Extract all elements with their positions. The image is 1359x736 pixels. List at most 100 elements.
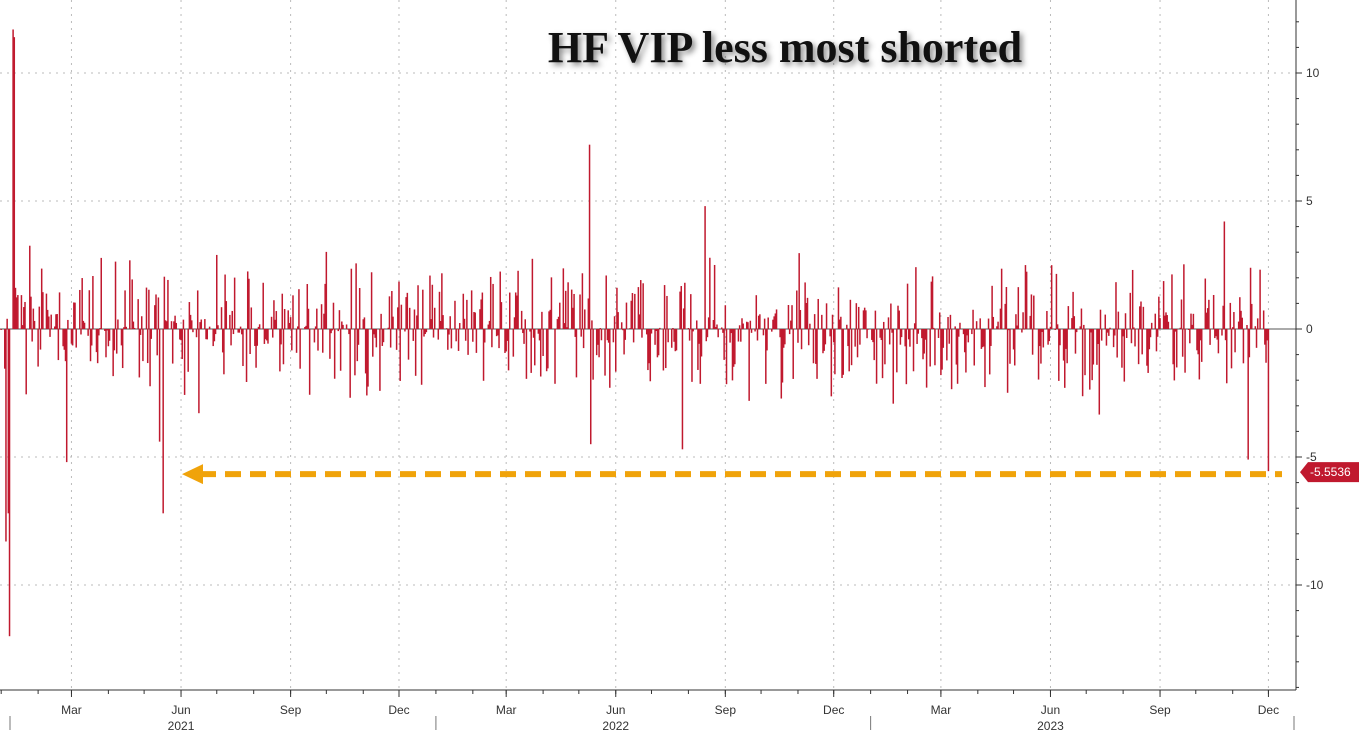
bar xyxy=(1015,314,1017,329)
bar xyxy=(1190,313,1192,329)
bar xyxy=(1199,329,1202,341)
bar xyxy=(1075,329,1078,333)
bar xyxy=(1129,292,1132,329)
bar xyxy=(849,299,852,329)
bar xyxy=(355,263,357,329)
bar xyxy=(257,326,260,329)
bar xyxy=(505,329,507,352)
bar xyxy=(1223,221,1226,329)
bar xyxy=(700,329,703,357)
bar xyxy=(431,284,434,329)
bar xyxy=(579,294,581,329)
bar xyxy=(179,329,181,340)
bar xyxy=(104,329,106,331)
bar xyxy=(687,327,690,329)
bar xyxy=(304,326,306,329)
bar xyxy=(984,329,986,388)
bar xyxy=(372,329,374,357)
bar xyxy=(1140,301,1142,329)
bar xyxy=(507,329,510,371)
bar xyxy=(634,293,636,329)
bar xyxy=(56,314,58,329)
bar xyxy=(841,329,843,379)
bar xyxy=(584,309,586,329)
bar xyxy=(1264,329,1266,345)
bar xyxy=(392,316,394,329)
bar xyxy=(492,283,494,329)
x-tick-label: Mar xyxy=(61,703,82,717)
bar xyxy=(1221,329,1223,336)
bar xyxy=(950,329,953,390)
bar xyxy=(4,329,6,369)
bar xyxy=(406,292,409,329)
bar xyxy=(314,326,317,329)
bar xyxy=(867,329,869,330)
bar xyxy=(866,329,868,339)
bar xyxy=(887,317,890,329)
bar xyxy=(262,282,264,329)
annotation-layer: -5.5536 xyxy=(182,462,1359,485)
bar xyxy=(900,329,903,338)
bar xyxy=(383,328,386,329)
bar xyxy=(1097,329,1099,345)
bar xyxy=(488,320,491,329)
bar xyxy=(1115,282,1117,329)
bar xyxy=(573,293,575,329)
bar xyxy=(879,329,881,338)
bar xyxy=(405,297,407,329)
bar xyxy=(15,297,18,329)
bar xyxy=(517,270,519,329)
bar xyxy=(1258,329,1260,330)
bar xyxy=(291,329,293,351)
bar xyxy=(638,314,641,329)
bar xyxy=(737,329,740,342)
bar xyxy=(550,277,553,329)
bar xyxy=(532,329,535,338)
bar xyxy=(1175,329,1178,368)
bar xyxy=(1062,329,1065,361)
bar xyxy=(921,329,923,339)
bar xyxy=(842,329,844,375)
bar xyxy=(1049,326,1052,329)
bar xyxy=(295,329,298,353)
bar xyxy=(455,329,457,342)
bar xyxy=(497,329,499,336)
bar xyxy=(445,328,448,329)
bar xyxy=(888,329,891,345)
bar xyxy=(825,303,828,329)
bar xyxy=(1158,296,1160,329)
bar xyxy=(482,329,485,381)
bar xyxy=(422,289,424,329)
bar xyxy=(481,292,484,329)
bar xyxy=(320,304,323,329)
bar xyxy=(140,316,143,329)
bar xyxy=(322,329,324,353)
bar xyxy=(524,319,526,329)
bar xyxy=(840,316,842,329)
bar xyxy=(812,329,815,364)
bar xyxy=(591,320,593,329)
bar xyxy=(613,316,616,329)
bar xyxy=(688,329,691,341)
bar xyxy=(280,329,282,345)
bar xyxy=(79,289,81,329)
bar xyxy=(757,315,760,329)
bar xyxy=(470,290,473,329)
bar xyxy=(458,323,461,329)
x-tick-label: Sep xyxy=(715,703,737,717)
bar xyxy=(121,329,124,369)
bar xyxy=(397,307,399,329)
bar xyxy=(873,329,875,361)
bar xyxy=(1023,329,1026,330)
bar xyxy=(489,276,492,329)
bar xyxy=(273,300,275,329)
bar xyxy=(83,322,86,329)
bar xyxy=(1187,329,1190,330)
bar xyxy=(389,329,392,348)
bar xyxy=(354,329,356,376)
bar xyxy=(938,312,941,329)
bar xyxy=(1197,329,1199,355)
bar xyxy=(8,329,11,637)
bar xyxy=(48,316,50,329)
bar xyxy=(698,329,700,344)
